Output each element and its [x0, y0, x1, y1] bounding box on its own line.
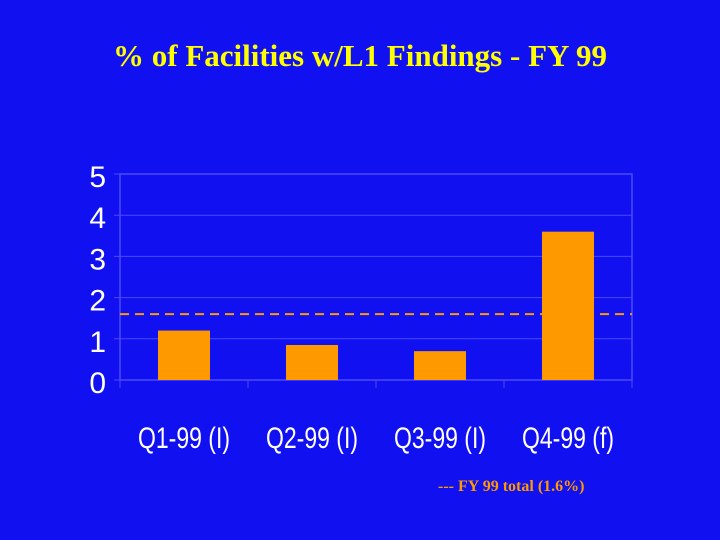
x-tick-label: Q2-99 (I)	[266, 422, 358, 455]
bars	[158, 231, 594, 380]
y-tick-label: 1	[89, 326, 106, 359]
y-tick-label: 4	[89, 202, 106, 235]
axes	[119, 173, 633, 388]
x-tick-labels: Q1-99 (I) Q2-99 (I) Q3-99 (I) Q4-99 (f)	[138, 422, 614, 455]
x-tick-label: Q3-99 (I)	[394, 422, 486, 455]
y-tick-label: 5	[89, 161, 106, 194]
reference-line-note: --- FY 99 total (1.6%)	[438, 478, 585, 495]
bar-1	[158, 330, 210, 380]
y-tick-label: 0	[89, 367, 106, 400]
y-tick-label: 2	[89, 285, 106, 318]
x-tick-label: Q1-99 (I)	[138, 422, 230, 455]
bar-3	[414, 351, 466, 380]
y-tick-label: 3	[89, 243, 106, 276]
x-tick-label: Q4-99 (f)	[522, 422, 614, 455]
bar-4	[542, 231, 594, 380]
chart-title: % of Facilities w/L1 Findings - FY 99	[113, 38, 607, 73]
bar-2	[286, 344, 338, 380]
y-tick-labels: 0 1 2 3 4 5	[89, 161, 106, 400]
